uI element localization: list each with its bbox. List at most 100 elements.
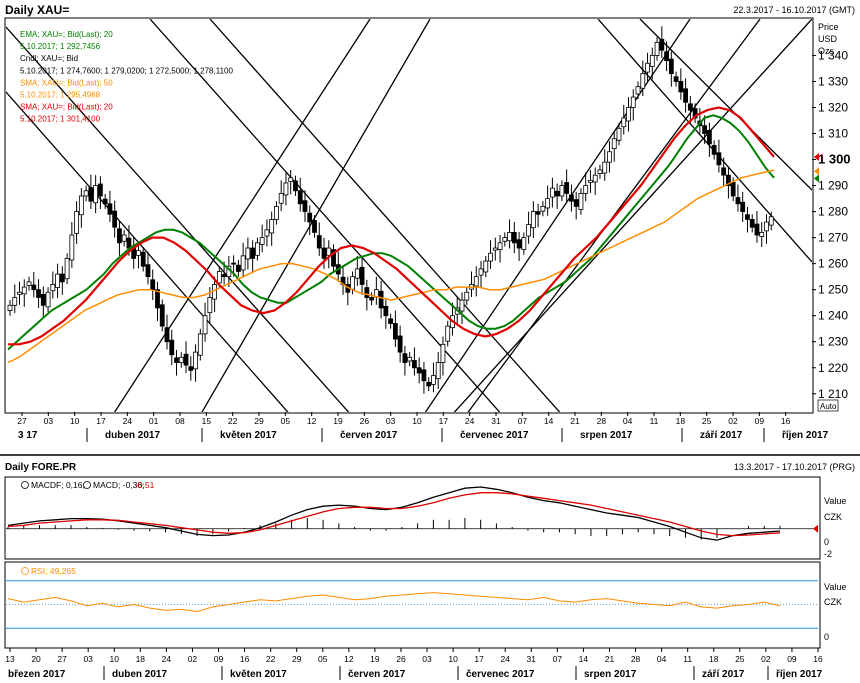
candle[interactable] [716,152,722,166]
candle[interactable] [102,198,108,205]
candle[interactable] [416,367,422,374]
candle[interactable] [649,55,655,67]
candle[interactable] [136,250,141,256]
trend-line[interactable] [90,19,371,450]
auto-scale-button[interactable] [817,399,839,412]
candle[interactable] [307,212,313,223]
candle[interactable] [45,291,51,308]
candle[interactable] [259,237,265,245]
candle[interactable] [592,174,598,183]
trend-line[interactable] [400,19,691,450]
candle[interactable] [312,220,317,233]
candle[interactable] [540,205,546,212]
sma20-line[interactable] [8,106,775,346]
candle[interactable] [530,211,536,229]
candle[interactable] [402,353,408,363]
candle[interactable] [597,169,603,174]
candle[interactable] [326,247,332,256]
candle[interactable] [621,117,627,128]
candle[interactable] [36,289,41,298]
candle[interactable] [155,289,160,309]
sma50-line[interactable] [7,169,775,364]
candle[interactable] [93,185,99,204]
candle[interactable] [164,327,170,343]
candle[interactable] [645,62,650,73]
candle[interactable] [117,228,122,244]
candle[interactable] [250,247,256,259]
candle[interactable] [711,145,717,155]
candle[interactable] [140,251,146,267]
candle[interactable] [635,86,641,95]
macd-plot-area[interactable] [6,486,818,541]
candle[interactable] [545,198,551,209]
candle[interactable] [17,291,22,295]
candle[interactable] [231,262,237,265]
candle[interactable] [274,205,279,220]
candle[interactable] [549,187,555,198]
candle[interactable] [21,286,27,295]
candle[interactable] [269,219,275,234]
candle[interactable] [573,199,579,207]
candle[interactable] [392,323,398,340]
candle[interactable] [278,192,284,204]
candle[interactable] [559,185,565,197]
candle[interactable] [654,42,660,56]
candle[interactable] [640,73,646,89]
candle[interactable] [726,174,731,186]
candle[interactable] [578,192,584,210]
candle[interactable] [478,268,484,276]
candle[interactable] [459,299,465,312]
candle[interactable] [126,237,132,249]
trend-line[interactable] [639,19,812,191]
candle[interactable] [659,38,665,51]
candle[interactable] [397,335,403,353]
candle[interactable] [359,266,365,285]
candle[interactable] [193,351,198,370]
candle[interactable] [288,177,294,182]
candle[interactable] [107,203,113,215]
candle[interactable] [388,318,394,324]
candle[interactable] [564,182,570,194]
candle[interactable] [602,161,608,174]
candle[interactable] [240,255,246,271]
trend-line[interactable] [420,19,812,450]
candle[interactable] [431,375,436,385]
candle[interactable] [706,129,712,145]
main-plot-area[interactable] [6,19,819,480]
candle[interactable] [488,252,493,262]
candle[interactable] [235,264,241,272]
candle[interactable] [516,239,522,249]
candle[interactable] [445,325,451,342]
trend-line[interactable] [149,19,560,480]
candle[interactable] [245,247,251,260]
trend-line[interactable] [6,26,400,470]
candle[interactable] [64,258,70,280]
candle[interactable] [754,223,760,236]
candle[interactable] [207,297,213,313]
candle[interactable] [764,221,769,232]
candle[interactable] [150,279,156,291]
candle[interactable] [255,242,260,256]
rsi-plot-area[interactable] [6,580,818,629]
trend-line[interactable] [180,19,431,450]
candle[interactable] [511,232,517,244]
candle[interactable] [673,76,679,82]
candle[interactable] [31,284,37,291]
candle[interactable] [630,96,636,108]
candle[interactable] [683,88,689,103]
candle[interactable] [730,182,736,197]
candle[interactable] [302,200,308,212]
candle[interactable] [426,381,432,387]
candle[interactable] [607,151,612,163]
candle[interactable] [616,127,622,141]
candle[interactable] [364,287,370,298]
candle[interactable] [678,81,684,93]
candle[interactable] [26,281,32,286]
candle[interactable] [264,229,270,237]
candle[interactable] [492,247,498,251]
trend-line[interactable] [6,91,330,460]
candle[interactable] [40,293,46,306]
candle[interactable] [321,247,327,259]
candle[interactable] [121,234,127,242]
candle[interactable] [283,182,289,196]
